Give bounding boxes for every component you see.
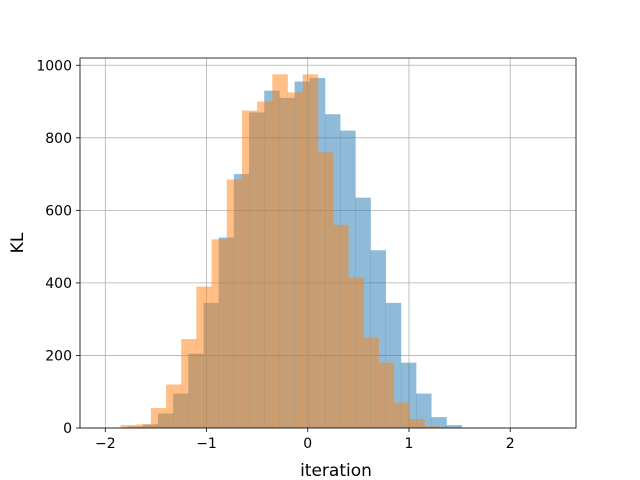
y-tick-label: 800 — [45, 131, 72, 147]
series-2-bars — [120, 74, 440, 429]
histogram-bar — [408, 418, 425, 428]
histogram-bar — [333, 224, 349, 428]
histogram-bar — [166, 384, 182, 428]
histogram-bar — [181, 339, 197, 428]
histogram-bar — [431, 417, 447, 428]
y-tick-label: 1000 — [36, 58, 72, 74]
histogram-bar — [302, 74, 319, 428]
histogram-bars — [112, 74, 462, 429]
histogram-bar — [241, 110, 258, 429]
x-tick-label: −2 — [95, 436, 116, 452]
histogram-bar — [226, 179, 243, 428]
histogram-bar — [196, 286, 212, 428]
y-tick-label: 0 — [63, 421, 72, 437]
axis-ticks: −2 −1 0 1 2 0 200 400 600 800 1000 — [36, 58, 514, 452]
plot-frame — [79, 57, 577, 429]
y-tick-label: 600 — [45, 203, 72, 219]
x-axis-label: iteration — [300, 461, 372, 480]
x-tick-label: 0 — [303, 436, 312, 452]
histogram-bar — [446, 425, 462, 428]
histogram-bar — [287, 92, 303, 428]
x-tick-label: 2 — [506, 436, 515, 452]
y-axis-label: KL — [8, 232, 28, 253]
histogram-bar — [393, 402, 410, 428]
x-tick-label: −1 — [196, 436, 217, 452]
histogram-bar — [424, 426, 440, 428]
y-tick-label: 200 — [45, 348, 72, 364]
y-tick-label: 400 — [45, 276, 72, 292]
histogram-bar — [363, 337, 379, 428]
histogram-bar — [378, 362, 395, 428]
x-tick-label: 1 — [405, 436, 414, 452]
histogram-bar — [135, 424, 152, 428]
histogram-bar — [150, 408, 167, 428]
histogram-bar — [272, 74, 288, 428]
histogram-bar — [257, 101, 273, 428]
histogram-bar — [348, 277, 364, 428]
histogram-bar — [120, 425, 136, 428]
histogram-bar — [211, 239, 228, 428]
histogram-bar — [317, 152, 334, 428]
